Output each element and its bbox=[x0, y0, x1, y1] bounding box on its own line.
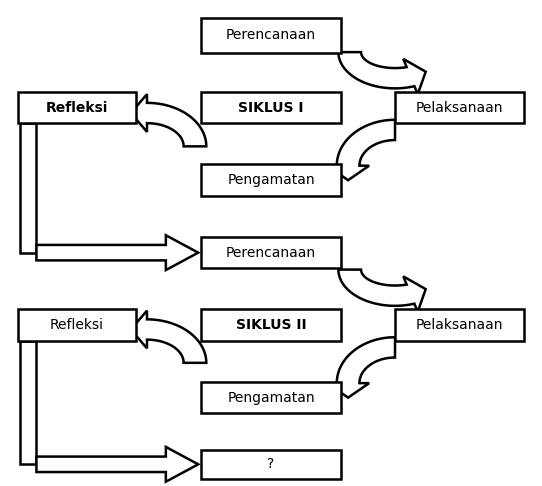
FancyBboxPatch shape bbox=[17, 310, 136, 341]
Text: Refleksi: Refleksi bbox=[46, 101, 108, 115]
Text: Pelaksanaan: Pelaksanaan bbox=[416, 101, 504, 115]
FancyBboxPatch shape bbox=[201, 237, 341, 268]
Text: Perencanaan: Perencanaan bbox=[226, 28, 316, 42]
Polygon shape bbox=[327, 337, 395, 398]
Bar bbox=[20, 341, 36, 464]
Text: Pengamatan: Pengamatan bbox=[227, 173, 315, 187]
FancyBboxPatch shape bbox=[201, 164, 341, 196]
Polygon shape bbox=[338, 52, 425, 94]
Text: SIKLUS II: SIKLUS II bbox=[236, 318, 306, 332]
Text: Refleksi: Refleksi bbox=[50, 318, 104, 332]
FancyBboxPatch shape bbox=[201, 310, 341, 341]
Polygon shape bbox=[327, 120, 395, 180]
FancyBboxPatch shape bbox=[201, 18, 341, 52]
Text: Perencanaan: Perencanaan bbox=[226, 245, 316, 260]
Polygon shape bbox=[131, 94, 207, 146]
Polygon shape bbox=[131, 311, 207, 363]
Polygon shape bbox=[36, 447, 198, 482]
Bar bbox=[20, 123, 36, 253]
Text: Pengamatan: Pengamatan bbox=[227, 391, 315, 405]
FancyBboxPatch shape bbox=[201, 450, 341, 479]
FancyBboxPatch shape bbox=[395, 92, 525, 123]
Text: Pelaksanaan: Pelaksanaan bbox=[416, 318, 504, 332]
Text: ?: ? bbox=[267, 457, 275, 471]
FancyBboxPatch shape bbox=[395, 310, 525, 341]
FancyBboxPatch shape bbox=[201, 92, 341, 123]
Text: SIKLUS I: SIKLUS I bbox=[238, 101, 304, 115]
Polygon shape bbox=[36, 235, 198, 270]
FancyBboxPatch shape bbox=[201, 382, 341, 413]
FancyBboxPatch shape bbox=[17, 92, 136, 123]
Polygon shape bbox=[338, 270, 425, 312]
